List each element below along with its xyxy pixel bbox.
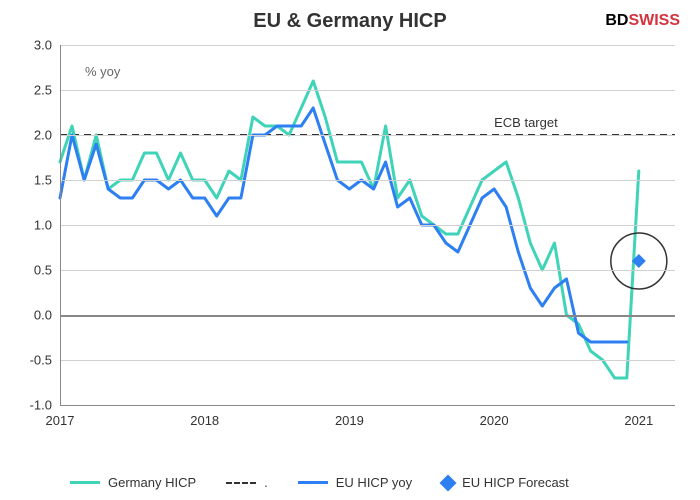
gridline bbox=[60, 135, 675, 136]
x-tick-label: 2021 bbox=[624, 413, 653, 428]
legend-label-eu: EU HICP yoy bbox=[336, 475, 412, 490]
legend-item-forecast: EU HICP Forecast bbox=[442, 475, 569, 490]
y-tick-label: 2.5 bbox=[34, 83, 52, 98]
x-tick-label: 2019 bbox=[335, 413, 364, 428]
plot-area: -1.0-0.50.00.51.01.52.02.53.020172018201… bbox=[60, 45, 675, 405]
legend-item-eu: EU HICP yoy bbox=[298, 475, 412, 490]
legend-swatch-germany bbox=[70, 481, 100, 484]
legend: Germany HICP . EU HICP yoy EU HICP Forec… bbox=[70, 475, 680, 490]
legend-swatch-ecb bbox=[226, 482, 256, 484]
legend-label-forecast: EU HICP Forecast bbox=[462, 475, 569, 490]
gridline bbox=[60, 225, 675, 226]
y-tick-label: -1.0 bbox=[30, 398, 52, 413]
y-tick-label: 0.0 bbox=[34, 308, 52, 323]
gridline bbox=[60, 45, 675, 46]
chart-title: EU & Germany HICP bbox=[253, 10, 446, 33]
y-tick-label: 1.0 bbox=[34, 218, 52, 233]
gridline bbox=[60, 90, 675, 91]
x-tick-label: 2017 bbox=[46, 413, 75, 428]
y-tick-label: 2.0 bbox=[34, 128, 52, 143]
y-axis-unit: % yoy bbox=[85, 64, 120, 79]
x-axis-line bbox=[60, 405, 675, 406]
y-tick-label: -0.5 bbox=[30, 353, 52, 368]
y-tick-label: 0.5 bbox=[34, 263, 52, 278]
logo: BDSWISS bbox=[605, 12, 680, 30]
y-tick-label: 3.0 bbox=[34, 38, 52, 53]
legend-swatch-forecast bbox=[440, 474, 457, 491]
legend-label-ecb: . bbox=[264, 475, 268, 490]
legend-item-germany: Germany HICP bbox=[70, 475, 196, 490]
logo-bd: BD bbox=[605, 12, 628, 29]
y-axis-line bbox=[60, 45, 61, 405]
legend-label-germany: Germany HICP bbox=[108, 475, 196, 490]
logo-swiss: SWISS bbox=[628, 12, 680, 29]
gridline bbox=[60, 270, 675, 271]
gridline bbox=[60, 360, 675, 361]
chart-container: EU & Germany HICP BDSWISS -1.0-0.50.00.5… bbox=[0, 0, 700, 500]
ecb-target-label: ECB target bbox=[494, 115, 558, 130]
y-tick-label: 1.5 bbox=[34, 173, 52, 188]
x-tick-label: 2018 bbox=[190, 413, 219, 428]
gridline bbox=[60, 315, 675, 317]
legend-item-ecb: . bbox=[226, 475, 268, 490]
x-tick-label: 2020 bbox=[480, 413, 509, 428]
legend-swatch-eu bbox=[298, 481, 328, 484]
gridline bbox=[60, 180, 675, 181]
